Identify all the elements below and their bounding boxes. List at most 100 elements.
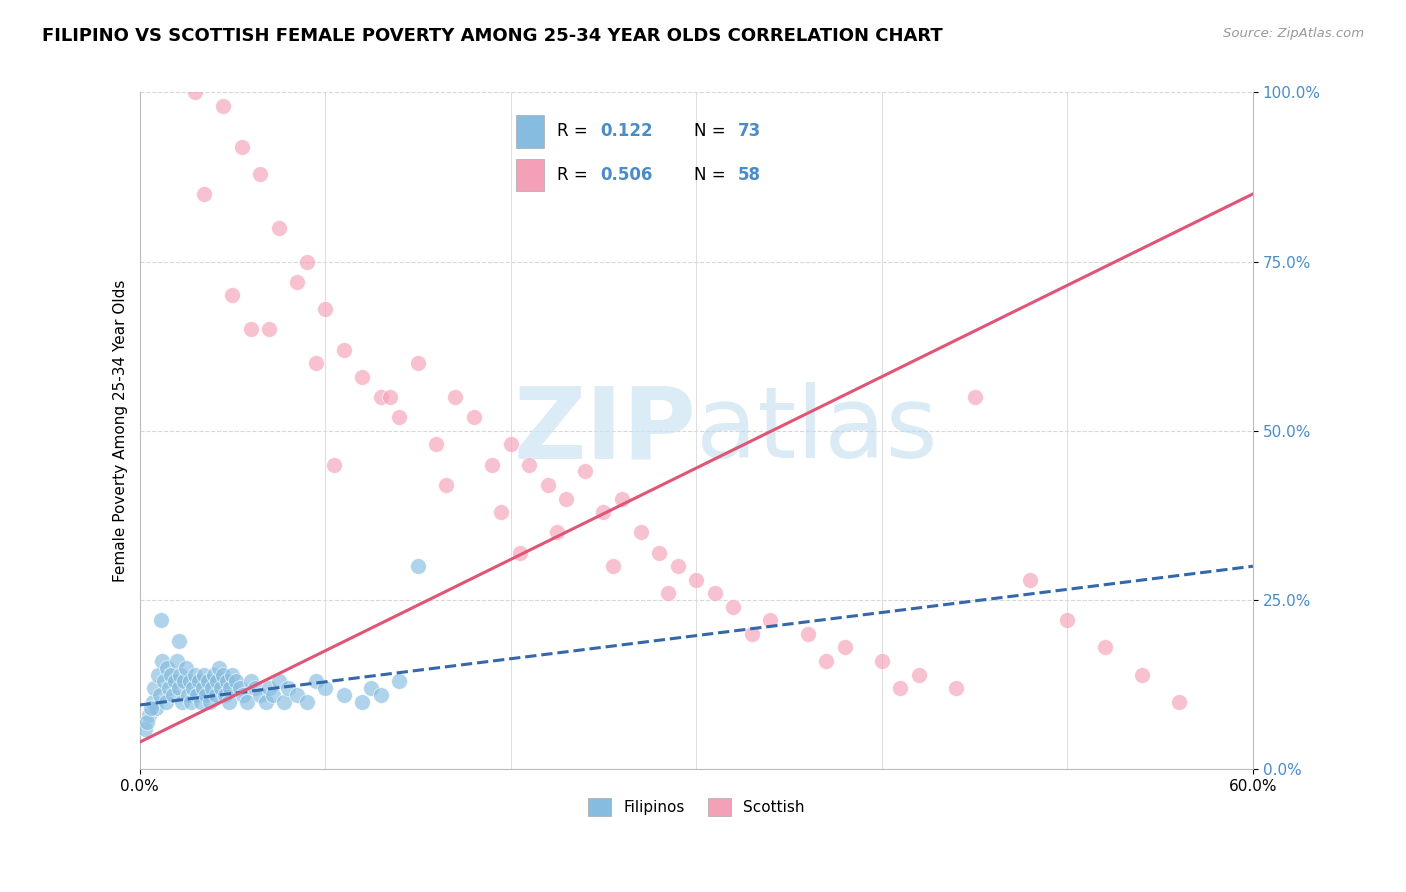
Point bbox=[155, 695, 177, 709]
Point bbox=[509, 546, 531, 560]
Point bbox=[169, 633, 191, 648]
Point bbox=[546, 525, 568, 540]
Point bbox=[204, 688, 226, 702]
Point bbox=[463, 410, 485, 425]
Point bbox=[908, 667, 931, 681]
Point bbox=[202, 667, 225, 681]
Point bbox=[186, 688, 208, 702]
Point bbox=[149, 688, 172, 702]
Point bbox=[209, 681, 232, 695]
Point bbox=[1130, 667, 1153, 681]
Point bbox=[254, 695, 277, 709]
Point bbox=[166, 654, 188, 668]
Point bbox=[491, 505, 513, 519]
Point bbox=[314, 681, 336, 695]
Point bbox=[197, 674, 219, 689]
Point bbox=[870, 654, 893, 668]
Point bbox=[239, 674, 262, 689]
Point bbox=[406, 559, 429, 574]
Point bbox=[425, 437, 447, 451]
Point bbox=[262, 688, 284, 702]
Point bbox=[174, 661, 197, 675]
Point bbox=[323, 458, 346, 472]
Point bbox=[179, 674, 201, 689]
Point bbox=[434, 478, 457, 492]
Point bbox=[352, 695, 374, 709]
Point bbox=[685, 573, 707, 587]
Point bbox=[314, 301, 336, 316]
Point bbox=[207, 674, 229, 689]
Point bbox=[1167, 695, 1189, 709]
Point bbox=[295, 695, 318, 709]
Y-axis label: Female Poverty Among 25-34 Year Olds: Female Poverty Among 25-34 Year Olds bbox=[114, 280, 128, 582]
Point bbox=[703, 586, 725, 600]
Point bbox=[143, 681, 166, 695]
Point bbox=[555, 491, 578, 506]
Point bbox=[295, 254, 318, 268]
Point bbox=[141, 695, 163, 709]
Point bbox=[198, 695, 221, 709]
Point bbox=[499, 437, 522, 451]
Point bbox=[145, 701, 167, 715]
Point bbox=[146, 667, 169, 681]
Point bbox=[610, 491, 633, 506]
Point bbox=[184, 86, 207, 100]
Point bbox=[180, 695, 202, 709]
Point bbox=[232, 688, 254, 702]
Point bbox=[150, 654, 173, 668]
Point bbox=[259, 681, 281, 695]
Point bbox=[388, 410, 411, 425]
Point bbox=[152, 674, 174, 689]
Point bbox=[963, 390, 986, 404]
Point bbox=[221, 288, 243, 302]
Point bbox=[657, 586, 679, 600]
Point bbox=[332, 688, 354, 702]
Point bbox=[163, 674, 186, 689]
Point bbox=[191, 681, 214, 695]
Point bbox=[305, 674, 328, 689]
Point bbox=[666, 559, 689, 574]
Point bbox=[648, 546, 671, 560]
Point bbox=[945, 681, 967, 695]
Point bbox=[172, 695, 194, 709]
Point bbox=[305, 356, 328, 370]
Point bbox=[208, 661, 231, 675]
Point bbox=[195, 688, 218, 702]
Point bbox=[370, 390, 392, 404]
Point bbox=[249, 167, 271, 181]
Point bbox=[239, 322, 262, 336]
Point bbox=[332, 343, 354, 357]
Point bbox=[444, 390, 467, 404]
Point bbox=[236, 695, 259, 709]
Point bbox=[352, 369, 374, 384]
Point bbox=[723, 599, 745, 614]
Point bbox=[183, 681, 205, 695]
Point bbox=[370, 688, 392, 702]
Point bbox=[173, 674, 195, 689]
Point bbox=[889, 681, 911, 695]
Point bbox=[378, 390, 401, 404]
Point bbox=[229, 681, 252, 695]
Point bbox=[741, 627, 763, 641]
Point bbox=[157, 681, 180, 695]
Point bbox=[259, 322, 281, 336]
Point bbox=[138, 708, 160, 723]
Point bbox=[249, 688, 271, 702]
Point bbox=[221, 667, 243, 681]
Point bbox=[212, 99, 235, 113]
Point bbox=[602, 559, 624, 574]
Point bbox=[796, 627, 818, 641]
Point bbox=[273, 695, 295, 709]
Point bbox=[1019, 573, 1042, 587]
Point bbox=[218, 695, 240, 709]
Point bbox=[139, 701, 162, 715]
Point bbox=[360, 681, 382, 695]
Point bbox=[225, 674, 247, 689]
Point bbox=[406, 356, 429, 370]
Point bbox=[193, 186, 215, 201]
Point bbox=[190, 695, 212, 709]
Point bbox=[160, 667, 183, 681]
Point bbox=[592, 505, 614, 519]
Point bbox=[212, 667, 235, 681]
Point bbox=[149, 613, 172, 627]
